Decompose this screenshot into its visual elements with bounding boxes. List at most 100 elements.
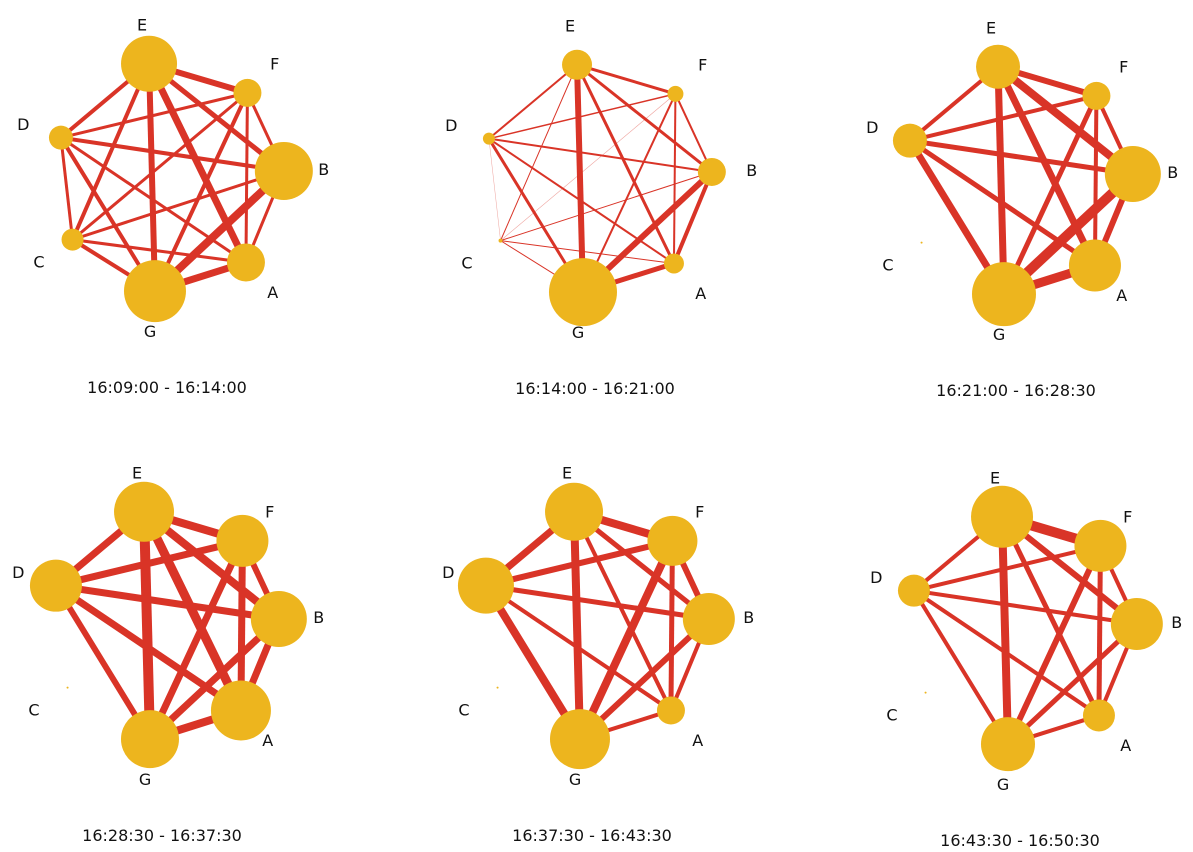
node-label-layer: E F B A G C D	[442, 463, 754, 788]
edge-b-d	[909, 138, 1134, 177]
edge-e-b	[995, 63, 1136, 178]
panel-caption: 16:21:00 - 16:28:30	[936, 381, 1096, 400]
edge-b-d	[60, 135, 285, 173]
edge-b-c	[72, 169, 285, 242]
node-d	[897, 574, 930, 607]
node-label-g: G	[139, 770, 151, 789]
edge-b-d	[913, 588, 1138, 626]
panel-caption: 16:09:00 - 16:14:00	[87, 378, 247, 397]
node-layer	[29, 481, 307, 769]
node-label-e: E	[986, 18, 996, 37]
edge-f-d	[909, 93, 1097, 143]
node-layer	[48, 35, 313, 323]
node-e	[562, 49, 593, 80]
node-e	[545, 482, 604, 541]
edge-g-d	[912, 589, 1010, 746]
node-d	[48, 125, 73, 150]
edge-e-g	[146, 63, 158, 292]
node-f	[1082, 81, 1111, 110]
node-label-a: A	[692, 731, 703, 750]
edge-b-d	[488, 137, 712, 173]
node-label-d: D	[866, 118, 878, 137]
node-label-b: B	[313, 608, 324, 627]
node-d	[29, 559, 82, 612]
node-d	[457, 557, 514, 614]
node-label-a: A	[267, 283, 278, 302]
edge-a-d	[912, 589, 1101, 718]
edge-f-g	[146, 539, 246, 741]
node-f	[233, 78, 262, 107]
edge-a-c	[72, 238, 247, 264]
edge-b-a	[672, 171, 714, 265]
edge-b-g	[1006, 622, 1139, 746]
node-label-c: C	[458, 700, 469, 719]
node-label-g: G	[997, 775, 1009, 794]
edge-e-b	[576, 63, 713, 174]
node-label-c: C	[886, 705, 897, 724]
node-label-g: G	[572, 323, 584, 342]
edge-f-g	[1001, 94, 1099, 296]
node-c	[496, 686, 499, 689]
node-e	[976, 44, 1021, 89]
node-label-g: G	[569, 770, 581, 789]
edge-e-g	[998, 516, 1012, 745]
edge-a-d	[908, 138, 1097, 268]
node-d	[892, 123, 927, 158]
edge-a-d	[484, 584, 673, 713]
edge-e-c	[70, 62, 151, 241]
edge-e-a	[994, 65, 1099, 267]
network-panel-2: E F B A G C D 16:14:00 - 16:21:00	[445, 16, 757, 398]
node-label-f: F	[1123, 508, 1132, 527]
edge-b-d	[55, 582, 280, 623]
node-label-e: E	[132, 463, 142, 482]
edge-e-d	[488, 63, 578, 140]
edge-f-d	[60, 91, 248, 140]
node-c	[924, 691, 927, 694]
node-label-e: E	[562, 463, 572, 482]
node-g	[548, 258, 617, 327]
node-label-a: A	[1116, 286, 1127, 305]
node-label-e: E	[137, 15, 147, 34]
edge-e-c	[500, 64, 578, 241]
edge-b-c	[500, 171, 712, 242]
edge-f-g	[576, 539, 677, 741]
node-c	[66, 686, 69, 689]
node-label-f: F	[270, 55, 279, 74]
edge-f-a	[672, 93, 677, 264]
node-a	[1082, 699, 1115, 732]
node-layer	[897, 485, 1163, 772]
node-label-a: A	[262, 731, 273, 750]
node-label-d: D	[12, 563, 24, 582]
edge-e-g	[139, 511, 155, 740]
edge-e-g	[570, 511, 584, 740]
node-label-layer: E F B A G C D	[12, 463, 324, 788]
edge-e-a	[999, 515, 1102, 717]
node-c	[498, 238, 503, 243]
node-label-layer: E F B A G C D	[870, 468, 1182, 793]
node-label-f: F	[265, 503, 274, 522]
edge-b-d	[485, 583, 710, 622]
node-label-c: C	[28, 700, 39, 719]
edge-c-d	[59, 137, 75, 240]
node-label-a: A	[695, 284, 706, 303]
node-g	[971, 262, 1036, 327]
node-layer	[457, 482, 735, 770]
node-b	[250, 590, 307, 647]
node-label-b: B	[1171, 613, 1182, 632]
node-label-c: C	[882, 255, 893, 274]
node-label-e: E	[990, 468, 1000, 487]
node-layer	[892, 44, 1161, 327]
node-e	[114, 481, 175, 542]
edge-f-d	[485, 537, 674, 589]
node-label-c: C	[33, 252, 44, 271]
node-e	[971, 485, 1034, 548]
node-a	[226, 243, 265, 282]
edge-a-c	[500, 240, 675, 264]
edge-a-d	[53, 582, 243, 714]
node-label-d: D	[870, 568, 882, 587]
node-e	[121, 35, 178, 92]
edge-a-d	[60, 136, 247, 264]
node-f	[216, 514, 269, 567]
edge-g-d	[53, 584, 153, 741]
network-panel-1: E F B A G C D 16:09:00 - 16:14:00	[17, 15, 329, 397]
